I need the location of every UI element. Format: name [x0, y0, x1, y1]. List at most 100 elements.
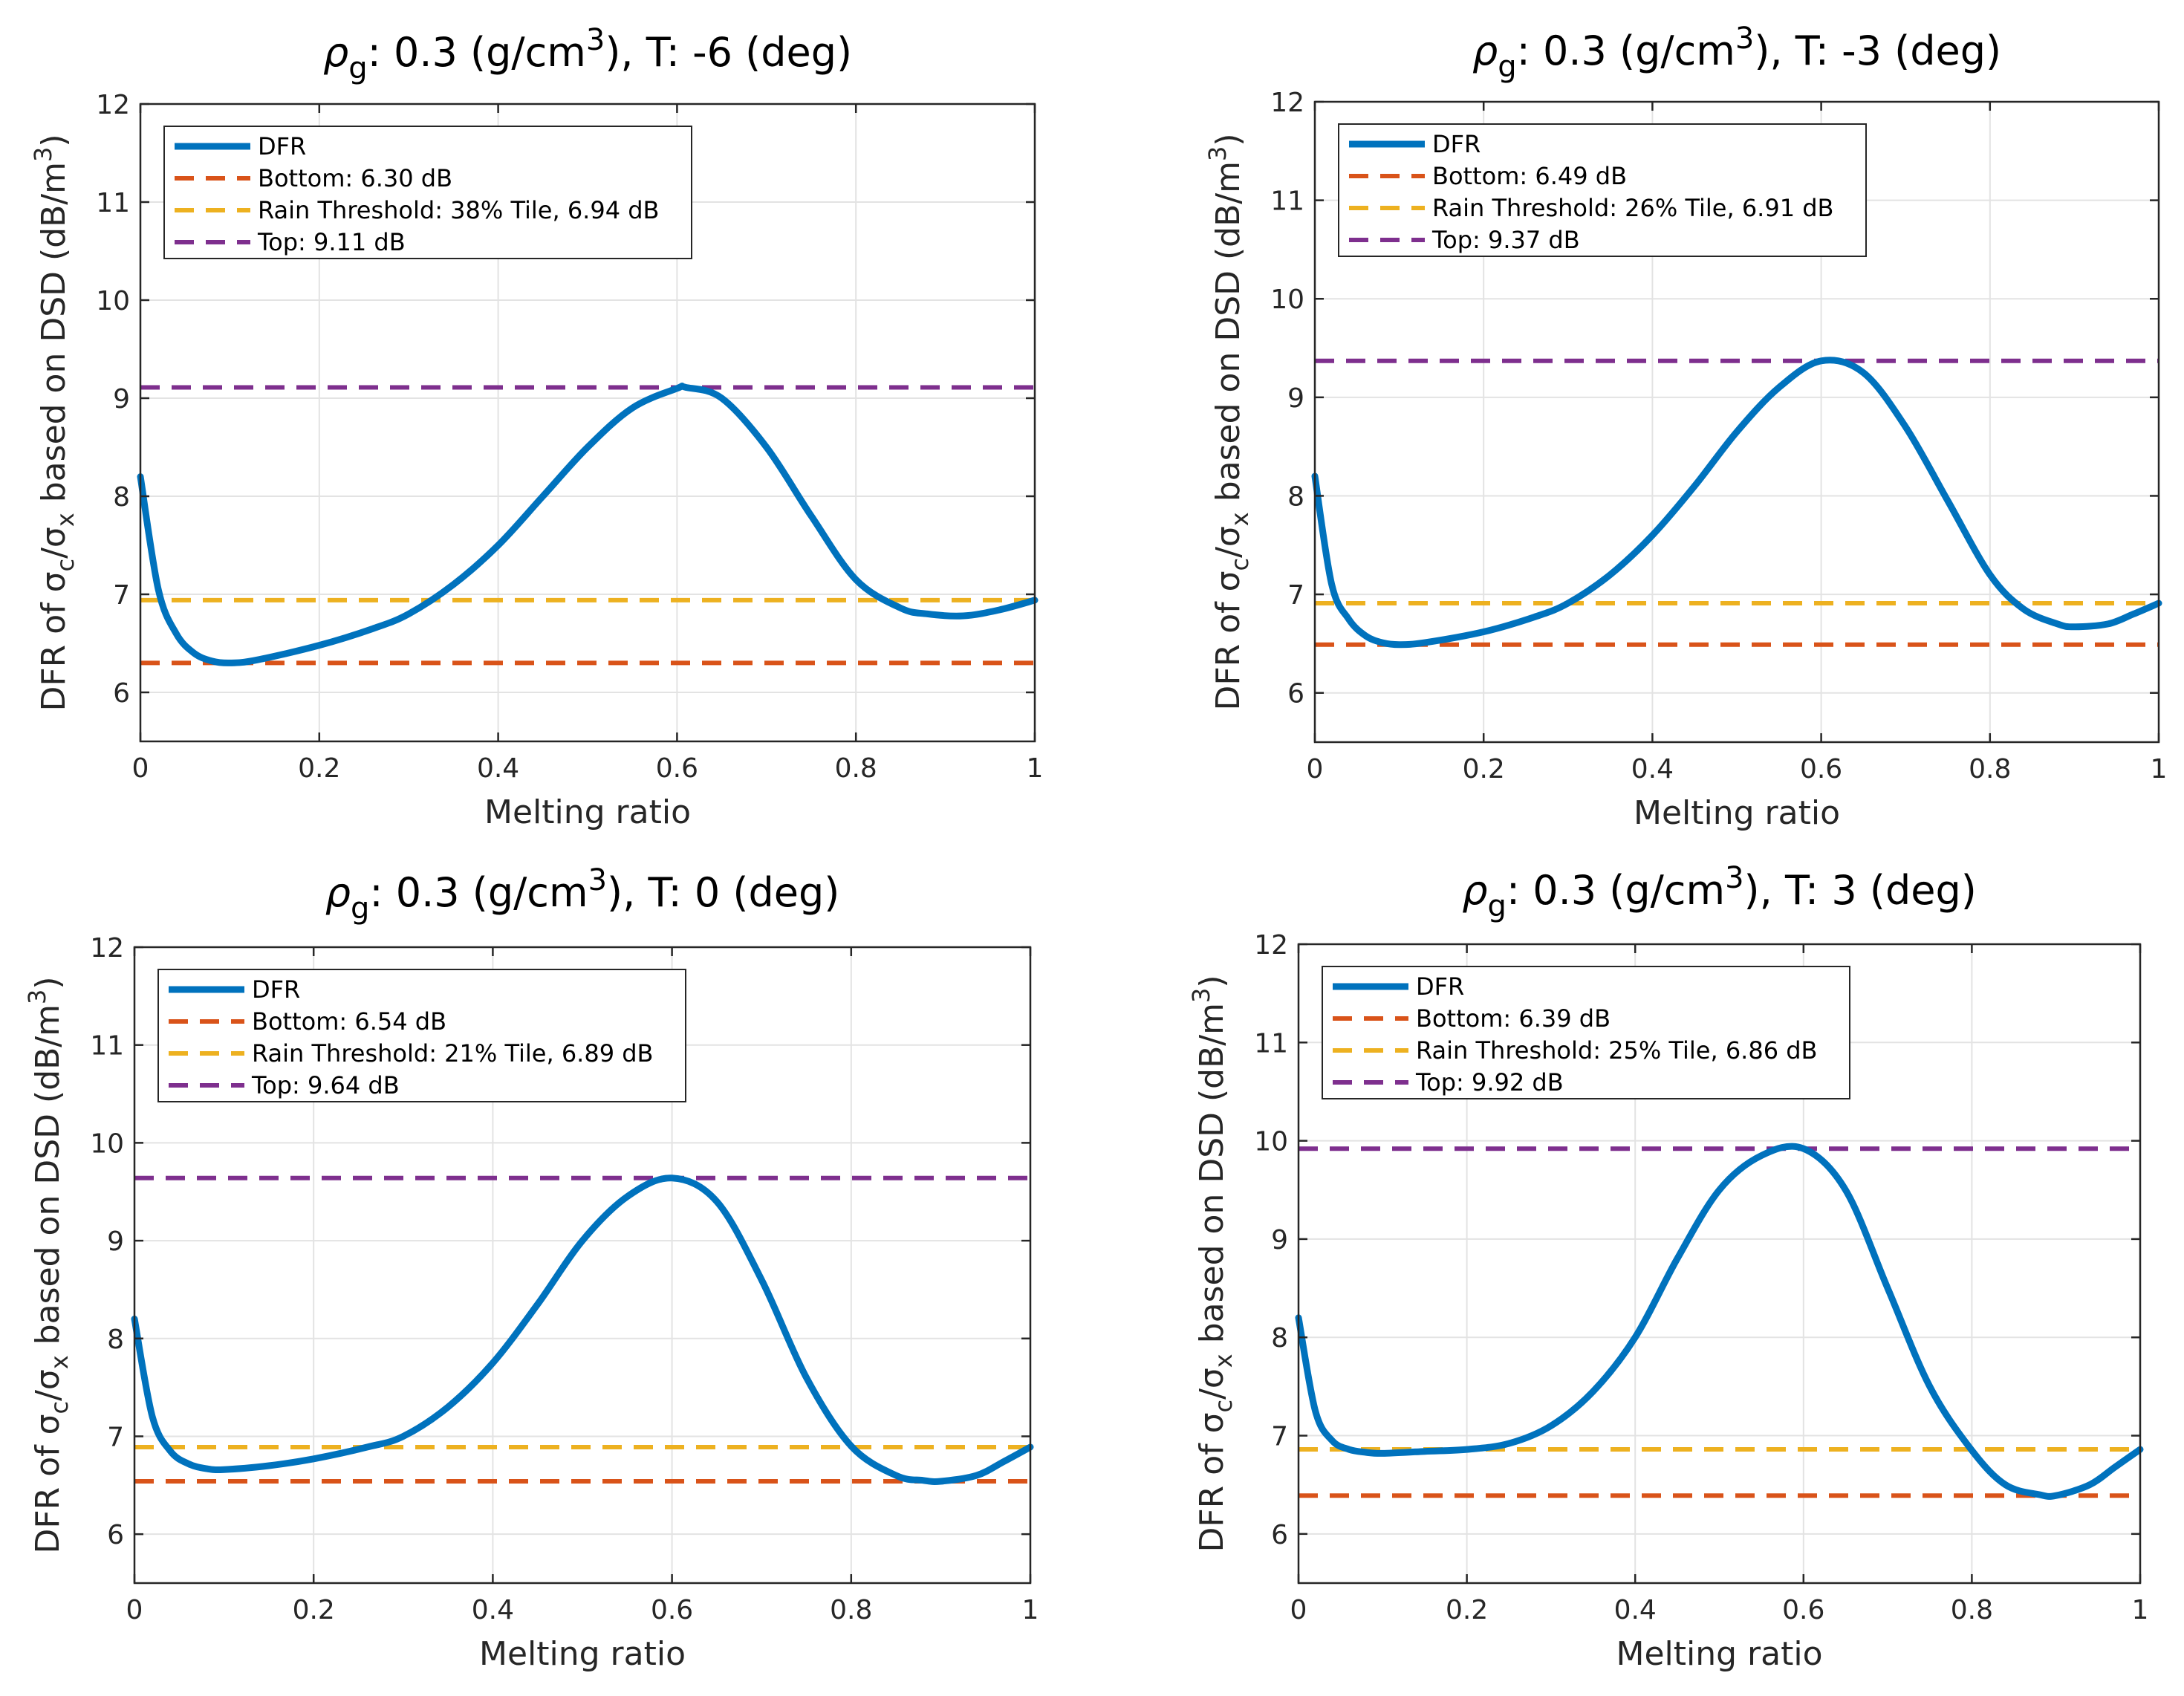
legend-entry-label: Bottom: 6.49 dB: [1432, 162, 1627, 190]
legend-box: [157, 969, 686, 1102]
ylabel-part: based on DSD (dB/m: [29, 1004, 67, 1355]
legend-entry-label: Rain Threshold: 21% Tile, 6.89 dB: [252, 1039, 654, 1068]
ylabel-part: based on DSD (dB/m: [1209, 161, 1247, 512]
x-tick-label: 0.8: [1951, 1595, 1993, 1625]
legend-entry-label: Bottom: 6.39 dB: [1416, 1004, 1611, 1033]
y-tick-label: 9: [113, 384, 130, 415]
y-tick-label: 6: [113, 678, 130, 709]
ylabel-part: ): [1209, 133, 1247, 146]
x-tick-label: 0.6: [656, 753, 698, 784]
y-axis-label: DFR of σc/σx based on DSD (dB/m3): [23, 976, 74, 1553]
y-tick-label: 12: [1254, 930, 1288, 961]
ylabel-superscript: 3: [23, 990, 51, 1004]
title-suffix: ), T: 0 (deg): [607, 869, 839, 916]
y-tick-label: 8: [107, 1325, 124, 1355]
chart-title: ρg: 0.3 (g/cm3), T: -6 (deg): [323, 23, 852, 85]
legend: DFR Bottom: 6.30 dB Rain Threshold: 38% Ti…: [163, 126, 692, 259]
legend-entry-label: Rain Threshold: 25% Tile, 6.86 dB: [1416, 1036, 1818, 1065]
title-suffix: ), T: -3 (deg): [1754, 27, 2001, 74]
y-tick-label: 7: [107, 1422, 124, 1452]
title-suffix: ), T: 3 (deg): [1744, 867, 1977, 914]
x-tick-label: 0.6: [651, 1595, 693, 1625]
y-tick-label: 9: [107, 1226, 124, 1257]
x-axis-label: Melting ratio: [1634, 794, 1840, 832]
ylabel-subscript: x: [1209, 1354, 1238, 1368]
y-tick-label: 11: [1270, 186, 1304, 217]
legend-box: [1338, 123, 1867, 257]
dfr-series-line: [1295, 1143, 2144, 1500]
x-tick-label: 0.4: [472, 1595, 514, 1625]
ylabel-part: based on DSD (dB/m: [1193, 1003, 1231, 1354]
ylabel-part: DFR of σ: [1209, 571, 1247, 710]
legend-entry-label: DFR: [252, 975, 300, 1004]
legend: DFR Bottom: 6.54 dB Rain Threshold: 21% Ti…: [157, 969, 686, 1102]
legend-entry-label: DFR: [1416, 972, 1464, 1001]
y-tick-label: 12: [96, 90, 130, 120]
y-tick-label: 8: [1287, 481, 1304, 512]
legend-entry-label: Top: 9.37 dB: [1431, 226, 1580, 254]
y-tick-label: 7: [1271, 1422, 1288, 1452]
legend-entry-label: DFR: [1432, 130, 1481, 158]
legend-entry-label: Top: 9.64 dB: [251, 1071, 400, 1099]
title-middle: : 0.3 (g/cm: [1517, 27, 1735, 74]
axes-frame: [133, 946, 1032, 1585]
axes-frame: [1313, 100, 2160, 744]
title-middle: : 0.3 (g/cm: [1507, 867, 1725, 914]
title-middle: : 0.3 (g/cm: [368, 29, 586, 76]
ylabel-part: /σ: [29, 1369, 67, 1401]
title-subscript: g: [351, 891, 369, 926]
ylabel-part: ): [35, 134, 73, 146]
x-tick-label: 0: [126, 1595, 143, 1625]
x-tick-label: 1: [1027, 753, 1044, 784]
ylabel-subscript: c: [45, 1401, 74, 1414]
y-tick-label: 12: [90, 933, 124, 964]
dfr-series-line: [137, 383, 1039, 666]
y-tick-label: 12: [1270, 88, 1304, 118]
y-tick-label: 10: [1254, 1127, 1288, 1157]
chart-title: ρg: 0.3 (g/cm3), T: 0 (deg): [325, 863, 840, 926]
legend-entry-label: Bottom: 6.54 dB: [252, 1007, 446, 1036]
x-tick-label: 0.4: [1614, 1595, 1657, 1625]
ylabel-part: based on DSD (dB/m: [35, 162, 73, 513]
y-tick-label: 11: [90, 1031, 124, 1062]
title-superscript: 3: [586, 23, 605, 57]
y-tick-label: 7: [113, 580, 130, 611]
ylabel-superscript: 3: [1187, 988, 1215, 1003]
title-subscript: g: [1498, 50, 1516, 84]
title-rho: ρ: [1472, 27, 1498, 74]
x-tick-label: 0.2: [1446, 1595, 1488, 1625]
x-tick-label: 0.6: [1782, 1595, 1824, 1625]
x-tick-label: 0.8: [830, 1595, 872, 1625]
ylabel-part: /σ: [35, 527, 73, 559]
x-tick-label: 0.6: [1800, 754, 1842, 784]
title-subscript: g: [348, 51, 367, 85]
x-tick-label: 0.4: [1631, 754, 1674, 784]
x-tick-label: 0.8: [1969, 754, 2011, 784]
y-tick-label: 8: [1271, 1323, 1288, 1354]
ylabel-subscript: c: [1209, 1400, 1238, 1413]
ylabel-superscript: 3: [1203, 146, 1232, 161]
title-rho: ρ: [325, 869, 351, 916]
legend: DFR Bottom: 6.39 dB Rain Threshold: 25% Ti…: [1322, 966, 1850, 1099]
ylabel-part: DFR of σ: [1193, 1412, 1231, 1552]
x-tick-label: 1: [1022, 1595, 1039, 1625]
title-middle: : 0.3 (g/cm: [369, 869, 588, 916]
ylabel-part: ): [29, 976, 67, 989]
legend-entry-label: Top: 9.11 dB: [257, 228, 406, 256]
ylabel-subscript: c: [1226, 558, 1254, 571]
x-tick-label: 0.2: [1463, 754, 1505, 784]
ylabel-subscript: x: [1226, 512, 1254, 526]
x-tick-label: 0: [132, 753, 149, 784]
y-axis-label: DFR of σc/σx based on DSD (dB/m3): [1203, 133, 1254, 710]
y-tick-label: 11: [96, 188, 130, 218]
y-tick-label: 10: [96, 286, 130, 316]
dfr-series-line: [1311, 357, 2162, 649]
title-subscript: g: [1487, 889, 1506, 923]
x-tick-label: 0: [1307, 754, 1324, 784]
y-tick-label: 11: [1254, 1028, 1288, 1059]
x-tick-label: 0.2: [293, 1595, 335, 1625]
